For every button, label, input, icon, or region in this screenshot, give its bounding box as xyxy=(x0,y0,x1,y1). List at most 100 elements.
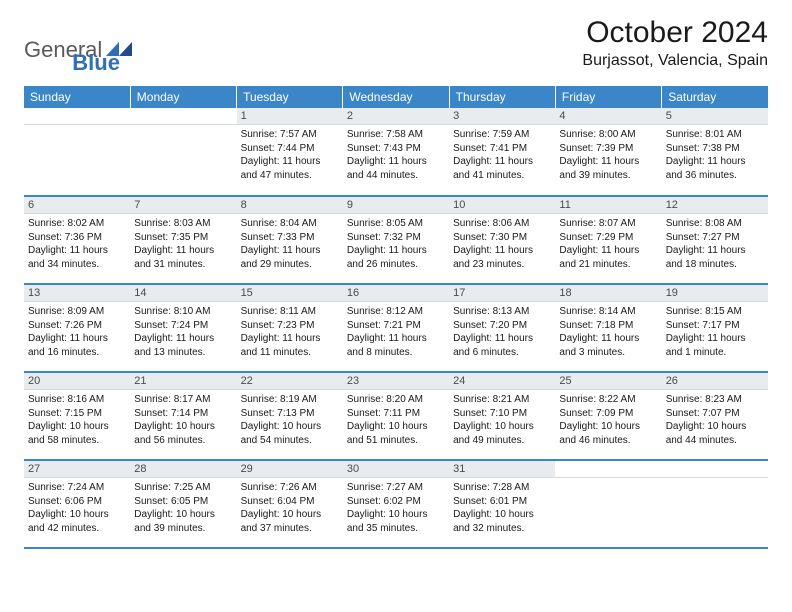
sunrise-text: Sunrise: 8:12 AM xyxy=(347,305,445,319)
sunrise-text: Sunrise: 8:16 AM xyxy=(28,393,126,407)
sunrise-text: Sunrise: 8:20 AM xyxy=(347,393,445,407)
sunset-text: Sunset: 7:14 PM xyxy=(134,407,232,421)
day-number: 26 xyxy=(662,373,768,390)
sunrise-text: Sunrise: 8:05 AM xyxy=(347,217,445,231)
sunset-text: Sunset: 6:01 PM xyxy=(453,495,551,509)
sunrise-text: Sunrise: 8:09 AM xyxy=(28,305,126,319)
calendar-cell: 9Sunrise: 8:05 AMSunset: 7:32 PMDaylight… xyxy=(343,196,449,284)
calendar-cell xyxy=(24,108,130,196)
day-number xyxy=(662,461,768,478)
day-number: 30 xyxy=(343,461,449,478)
sunrise-text: Sunrise: 8:06 AM xyxy=(453,217,551,231)
weekday-header: Wednesday xyxy=(343,86,449,108)
daylight-text: Daylight: 11 hours and 6 minutes. xyxy=(453,332,551,359)
daylight-text: Daylight: 10 hours and 39 minutes. xyxy=(134,508,232,535)
day-info: Sunrise: 8:03 AMSunset: 7:35 PMDaylight:… xyxy=(130,214,236,275)
calendar-cell: 12Sunrise: 8:08 AMSunset: 7:27 PMDayligh… xyxy=(662,196,768,284)
daylight-text: Daylight: 10 hours and 37 minutes. xyxy=(241,508,339,535)
sunset-text: Sunset: 7:27 PM xyxy=(666,231,764,245)
sunrise-text: Sunrise: 8:03 AM xyxy=(134,217,232,231)
weekday-header: Thursday xyxy=(449,86,555,108)
daylight-text: Daylight: 11 hours and 23 minutes. xyxy=(453,244,551,271)
sunrise-text: Sunrise: 8:17 AM xyxy=(134,393,232,407)
calendar-row: 6Sunrise: 8:02 AMSunset: 7:36 PMDaylight… xyxy=(24,196,768,284)
sunrise-text: Sunrise: 8:08 AM xyxy=(666,217,764,231)
calendar-cell: 1Sunrise: 7:57 AMSunset: 7:44 PMDaylight… xyxy=(237,108,343,196)
daylight-text: Daylight: 10 hours and 56 minutes. xyxy=(134,420,232,447)
day-info: Sunrise: 7:24 AMSunset: 6:06 PMDaylight:… xyxy=(24,478,130,539)
sunrise-text: Sunrise: 7:57 AM xyxy=(241,128,339,142)
daylight-text: Daylight: 11 hours and 39 minutes. xyxy=(559,155,657,182)
calendar-cell: 10Sunrise: 8:06 AMSunset: 7:30 PMDayligh… xyxy=(449,196,555,284)
day-number: 20 xyxy=(24,373,130,390)
day-number: 18 xyxy=(555,285,661,302)
day-number: 3 xyxy=(449,108,555,125)
sunset-text: Sunset: 7:23 PM xyxy=(241,319,339,333)
sunrise-text: Sunrise: 7:24 AM xyxy=(28,481,126,495)
day-number: 6 xyxy=(24,197,130,214)
day-info: Sunrise: 8:10 AMSunset: 7:24 PMDaylight:… xyxy=(130,302,236,363)
calendar-cell: 20Sunrise: 8:16 AMSunset: 7:15 PMDayligh… xyxy=(24,372,130,460)
weekday-header: Sunday xyxy=(24,86,130,108)
day-info: Sunrise: 8:08 AMSunset: 7:27 PMDaylight:… xyxy=(662,214,768,275)
sunrise-text: Sunrise: 8:10 AM xyxy=(134,305,232,319)
sunset-text: Sunset: 7:18 PM xyxy=(559,319,657,333)
sunrise-text: Sunrise: 8:22 AM xyxy=(559,393,657,407)
day-info: Sunrise: 8:19 AMSunset: 7:13 PMDaylight:… xyxy=(237,390,343,451)
calendar-cell: 3Sunrise: 7:59 AMSunset: 7:41 PMDaylight… xyxy=(449,108,555,196)
sunset-text: Sunset: 6:02 PM xyxy=(347,495,445,509)
calendar-cell: 15Sunrise: 8:11 AMSunset: 7:23 PMDayligh… xyxy=(237,284,343,372)
day-number: 9 xyxy=(343,197,449,214)
calendar-cell: 17Sunrise: 8:13 AMSunset: 7:20 PMDayligh… xyxy=(449,284,555,372)
calendar-cell: 5Sunrise: 8:01 AMSunset: 7:38 PMDaylight… xyxy=(662,108,768,196)
sunrise-text: Sunrise: 7:26 AM xyxy=(241,481,339,495)
sunrise-text: Sunrise: 7:59 AM xyxy=(453,128,551,142)
sunrise-text: Sunrise: 7:58 AM xyxy=(347,128,445,142)
day-number: 10 xyxy=(449,197,555,214)
calendar-row: 20Sunrise: 8:16 AMSunset: 7:15 PMDayligh… xyxy=(24,372,768,460)
calendar-row: 27Sunrise: 7:24 AMSunset: 6:06 PMDayligh… xyxy=(24,460,768,548)
daylight-text: Daylight: 10 hours and 54 minutes. xyxy=(241,420,339,447)
day-info: Sunrise: 8:06 AMSunset: 7:30 PMDaylight:… xyxy=(449,214,555,275)
sunrise-text: Sunrise: 8:00 AM xyxy=(559,128,657,142)
weekday-header: Saturday xyxy=(662,86,768,108)
sunset-text: Sunset: 6:05 PM xyxy=(134,495,232,509)
sunset-text: Sunset: 6:04 PM xyxy=(241,495,339,509)
day-number xyxy=(24,108,130,125)
day-number: 5 xyxy=(662,108,768,125)
daylight-text: Daylight: 11 hours and 8 minutes. xyxy=(347,332,445,359)
sunrise-text: Sunrise: 7:27 AM xyxy=(347,481,445,495)
day-info: Sunrise: 7:27 AMSunset: 6:02 PMDaylight:… xyxy=(343,478,449,539)
day-number: 22 xyxy=(237,373,343,390)
calendar-cell: 21Sunrise: 8:17 AMSunset: 7:14 PMDayligh… xyxy=(130,372,236,460)
calendar-cell: 7Sunrise: 8:03 AMSunset: 7:35 PMDaylight… xyxy=(130,196,236,284)
day-number: 28 xyxy=(130,461,236,478)
sunset-text: Sunset: 7:43 PM xyxy=(347,142,445,156)
sunset-text: Sunset: 7:36 PM xyxy=(28,231,126,245)
daylight-text: Daylight: 11 hours and 1 minute. xyxy=(666,332,764,359)
daylight-text: Daylight: 11 hours and 34 minutes. xyxy=(28,244,126,271)
day-number: 24 xyxy=(449,373,555,390)
calendar-cell: 16Sunrise: 8:12 AMSunset: 7:21 PMDayligh… xyxy=(343,284,449,372)
daylight-text: Daylight: 11 hours and 16 minutes. xyxy=(28,332,126,359)
weekday-header: Monday xyxy=(130,86,236,108)
calendar-cell: 30Sunrise: 7:27 AMSunset: 6:02 PMDayligh… xyxy=(343,460,449,548)
calendar-cell: 26Sunrise: 8:23 AMSunset: 7:07 PMDayligh… xyxy=(662,372,768,460)
sunset-text: Sunset: 7:35 PM xyxy=(134,231,232,245)
day-number: 2 xyxy=(343,108,449,125)
day-info: Sunrise: 8:04 AMSunset: 7:33 PMDaylight:… xyxy=(237,214,343,275)
day-number: 27 xyxy=(24,461,130,478)
daylight-text: Daylight: 10 hours and 46 minutes. xyxy=(559,420,657,447)
sunset-text: Sunset: 7:24 PM xyxy=(134,319,232,333)
daylight-text: Daylight: 10 hours and 49 minutes. xyxy=(453,420,551,447)
day-number: 7 xyxy=(130,197,236,214)
calendar-body: 1Sunrise: 7:57 AMSunset: 7:44 PMDaylight… xyxy=(24,108,768,548)
daylight-text: Daylight: 11 hours and 21 minutes. xyxy=(559,244,657,271)
daylight-text: Daylight: 11 hours and 3 minutes. xyxy=(559,332,657,359)
calendar-table: SundayMondayTuesdayWednesdayThursdayFrid… xyxy=(24,86,768,549)
calendar-cell: 22Sunrise: 8:19 AMSunset: 7:13 PMDayligh… xyxy=(237,372,343,460)
weekday-header: Tuesday xyxy=(237,86,343,108)
sunset-text: Sunset: 7:13 PM xyxy=(241,407,339,421)
sunrise-text: Sunrise: 8:01 AM xyxy=(666,128,764,142)
day-info: Sunrise: 8:05 AMSunset: 7:32 PMDaylight:… xyxy=(343,214,449,275)
